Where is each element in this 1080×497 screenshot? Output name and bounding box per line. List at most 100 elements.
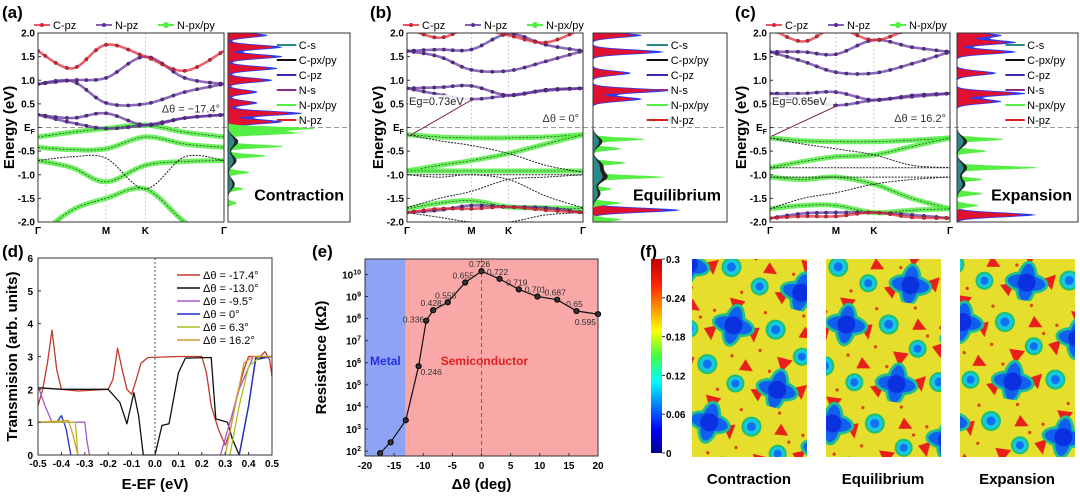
dos-legend-label: C-s xyxy=(1027,40,1045,52)
band-gap-data-label: 0.687 xyxy=(545,288,567,298)
colorbar-tick-label: 0.18 xyxy=(666,333,686,344)
band-marker xyxy=(844,71,849,76)
band-marker xyxy=(479,86,484,91)
band-gap-label: Eg=0.65eV xyxy=(772,96,827,108)
band-marker xyxy=(824,52,829,57)
y-tick-exponent: 4 xyxy=(357,402,361,409)
band-marker xyxy=(450,48,455,53)
band-marker xyxy=(805,91,810,96)
band-marker xyxy=(412,29,415,32)
panel-label: (c) xyxy=(735,3,756,22)
band-marker xyxy=(460,29,463,32)
y-tick-base: 10 xyxy=(346,447,358,458)
band-marker xyxy=(43,114,48,119)
k-point-label: M xyxy=(832,226,840,237)
band-marker xyxy=(522,91,527,96)
dos-legend-label: N-pz xyxy=(1027,115,1050,127)
band-marker xyxy=(432,47,437,52)
band-marker xyxy=(94,111,98,116)
legend-label: Δθ = 16.2° xyxy=(203,335,255,347)
y-tick-label: 1.0 xyxy=(753,76,767,87)
band-marker xyxy=(934,48,939,53)
dos-legend-label: N-pz xyxy=(671,115,694,127)
colorbar-tick-label: 0 xyxy=(666,449,672,460)
dos-legend-label: C-pz xyxy=(1027,70,1050,82)
band-gap-data-label: 0.719 xyxy=(506,277,528,287)
y-tick-exponent: 9 xyxy=(357,292,361,299)
band-npxpy xyxy=(770,135,950,145)
region-label: Semiconductor xyxy=(441,354,529,368)
band-marker xyxy=(43,80,48,85)
band-marker xyxy=(855,43,860,48)
band-npxpy xyxy=(51,185,190,222)
y-tick-label: 3 xyxy=(27,353,33,364)
band-marker xyxy=(796,38,800,43)
dos-c-s-area xyxy=(228,33,235,222)
charge-density-panel: (f) 0.3 0.24 0.18 0.12 0.06 0 Contraction Equili… xyxy=(640,242,1075,488)
band-gap-data-label: 0.558 xyxy=(435,290,457,300)
band-npxpy xyxy=(38,134,224,153)
dos-legend-label: N-s xyxy=(299,85,317,97)
y-tick-label: -1.5 xyxy=(750,194,768,205)
colorbar xyxy=(651,259,662,453)
band-marker xyxy=(844,48,849,53)
y-tick-exponent: 6 xyxy=(357,358,361,365)
band-gap-data-label: 0.701 xyxy=(525,285,547,295)
band-marker xyxy=(866,98,871,103)
band-marker xyxy=(149,56,153,61)
band-gap-arrow xyxy=(408,99,472,137)
band-marker xyxy=(814,64,819,69)
band-line xyxy=(770,137,950,168)
band-marker xyxy=(74,65,79,69)
band-gap-label: Eg=0.73eV xyxy=(409,96,464,108)
band-marker xyxy=(796,91,800,96)
colorbar-tick-label: 0.12 xyxy=(666,371,686,382)
y-tick-exponent: 2 xyxy=(357,446,361,453)
y-tick-base: 10 xyxy=(346,403,358,414)
band-line xyxy=(770,176,950,210)
band-marker xyxy=(567,33,572,37)
y-tick-label: 0.5 xyxy=(753,99,767,110)
y-tick-label: EF xyxy=(393,123,405,136)
band-marker xyxy=(405,27,408,30)
band-marker xyxy=(64,116,69,120)
band-marker xyxy=(899,214,904,218)
resistance-data-point xyxy=(462,279,469,286)
y-tick-exponent: 8 xyxy=(357,314,361,321)
band-marker xyxy=(421,33,426,37)
y-tick-exponent: 10 xyxy=(353,269,361,276)
band-marker xyxy=(149,100,153,105)
band-marker xyxy=(450,206,455,211)
band-marker xyxy=(944,51,949,55)
dos-c-pxpy-area xyxy=(228,33,239,222)
colorbar-tick-label: 0.06 xyxy=(666,410,686,421)
y-tick-label: -0.5 xyxy=(18,147,36,158)
band-marker xyxy=(934,54,939,59)
band-marker xyxy=(490,205,495,210)
x-tick-label: 5 xyxy=(508,461,514,472)
band-marker xyxy=(543,40,548,45)
y-axis-label: Transmision (arb. units) xyxy=(4,271,21,441)
band-marker xyxy=(814,90,819,95)
dos-frame xyxy=(592,32,728,223)
transmission-series-line xyxy=(37,355,273,456)
band-marker xyxy=(824,89,829,94)
dos-legend-label: C-s xyxy=(671,40,689,52)
charge-density-image xyxy=(826,259,941,457)
x-tick-label: 0.3 xyxy=(218,459,232,470)
legend-marker-icon xyxy=(163,22,169,28)
band-marker xyxy=(432,207,437,212)
legend-label: Δθ = -17.4° xyxy=(203,270,258,282)
y-tick-label: EF xyxy=(24,123,36,136)
band-marker xyxy=(543,208,548,213)
y-axis-label: Energy (eV) xyxy=(1,86,18,169)
band-marker xyxy=(501,94,506,98)
band-marker xyxy=(855,100,860,105)
band-n-pz xyxy=(770,50,950,76)
dos-legend-label: N-pz xyxy=(299,115,322,127)
dos-legend-label: C-px/py xyxy=(671,55,709,67)
band-marker xyxy=(469,206,474,211)
band-marker xyxy=(533,40,538,44)
band-marker xyxy=(501,69,506,74)
band-marker xyxy=(833,52,838,57)
